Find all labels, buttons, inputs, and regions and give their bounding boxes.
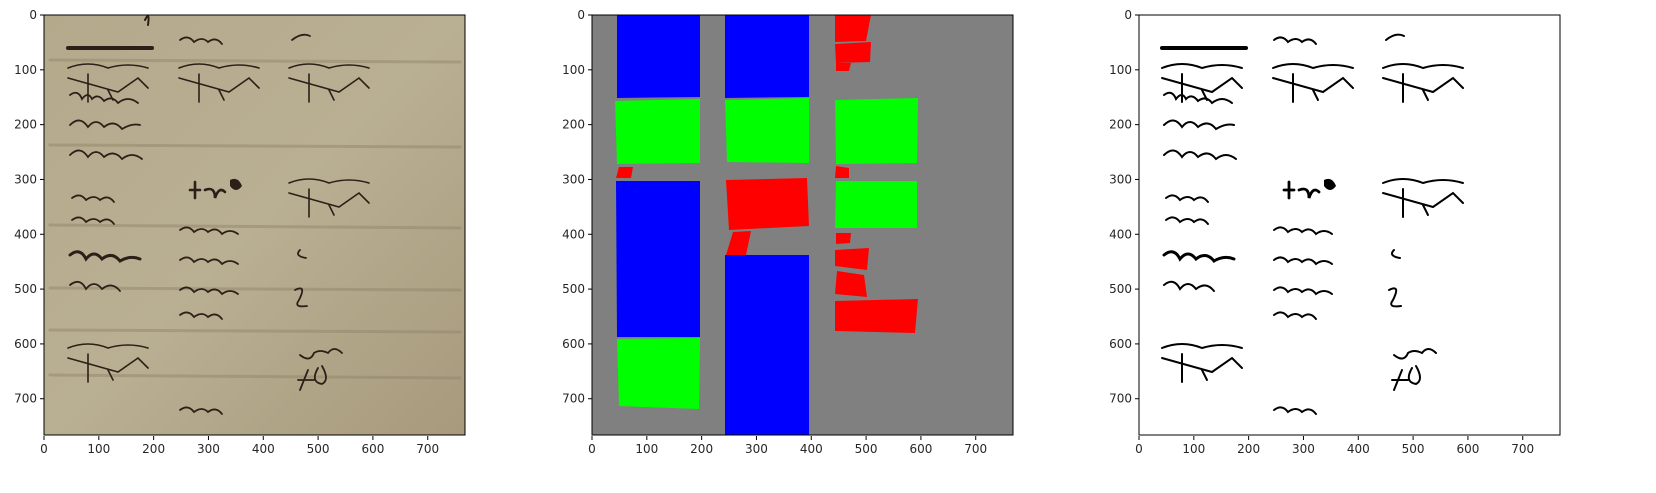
y-tick-label: 200 [1109, 118, 1132, 132]
x-tick-label: 100 [87, 442, 110, 456]
y-tick-label: 100 [1109, 63, 1132, 77]
y-tick-label: 100 [14, 63, 37, 77]
x-tick-label: 0 [1135, 442, 1143, 456]
binary-ink [1160, 33, 1464, 415]
region-red [726, 178, 809, 230]
x-tick-label: 700 [416, 442, 439, 456]
region-red [835, 166, 849, 178]
region-red [835, 15, 871, 42]
region-red [616, 167, 633, 178]
x-tick-label: 700 [1511, 442, 1534, 456]
manuscript-ink [48, 15, 462, 415]
y-tick-label: 500 [562, 282, 585, 296]
y-tick-label: 500 [1109, 282, 1132, 296]
y-tick-label: 400 [14, 227, 37, 241]
x-tick-label: 300 [745, 442, 768, 456]
y-tick-label: 0 [29, 8, 37, 22]
axes-frame [1138, 14, 1561, 436]
region-blue [725, 255, 809, 435]
y-tick-label: 200 [562, 118, 585, 132]
region-red [726, 231, 751, 255]
y-tick-label: 700 [562, 392, 585, 406]
panel-segmentation [591, 14, 1014, 436]
y-tick-label: 100 [562, 63, 585, 77]
y-tick-label: 400 [1109, 227, 1132, 241]
region-green [835, 98, 918, 164]
x-tick-label: 600 [909, 442, 932, 456]
region-blue [617, 15, 700, 98]
x-tick-label: 400 [252, 442, 275, 456]
x-tick-label: 500 [1402, 442, 1425, 456]
region-green [725, 98, 809, 163]
y-tick-label: 500 [14, 282, 37, 296]
x-tick-label: 600 [1456, 442, 1479, 456]
region-red [835, 248, 869, 270]
y-tick-label: 200 [14, 118, 37, 132]
x-tick-label: 100 [635, 442, 658, 456]
region-blue [616, 181, 700, 337]
x-tick-label: 600 [361, 442, 384, 456]
region-red [836, 233, 851, 244]
y-tick-label: 600 [1109, 337, 1132, 351]
y-tick-label: 0 [577, 8, 585, 22]
x-tick-label: 700 [964, 442, 987, 456]
panel-binarized [1138, 14, 1561, 436]
axes-frame [591, 14, 1014, 436]
y-tick-label: 600 [562, 337, 585, 351]
axes-frame [43, 14, 466, 436]
panel-original [43, 14, 466, 436]
region-red [835, 299, 918, 333]
region-green [615, 99, 700, 164]
region-red [835, 271, 867, 297]
y-tick-label: 400 [562, 227, 585, 241]
axis-ticks: 0 100 200 300 400 500 600 700 0 100 200 300 400 500 60… [14, 8, 1534, 456]
mask-regions [615, 15, 918, 435]
y-tick-label: 600 [14, 337, 37, 351]
x-tick-label: 400 [800, 442, 823, 456]
x-tick-label: 400 [1347, 442, 1370, 456]
y-tick-label: 300 [1109, 172, 1132, 186]
region-red [836, 63, 851, 71]
x-tick-label: 100 [1182, 442, 1205, 456]
y-tick-label: 700 [1109, 392, 1132, 406]
y-tick-label: 300 [562, 172, 585, 186]
x-tick-label: 0 [588, 442, 596, 456]
y-tick-label: 0 [1124, 8, 1132, 22]
x-tick-label: 200 [690, 442, 713, 456]
x-tick-label: 500 [307, 442, 330, 456]
x-tick-label: 200 [1237, 442, 1260, 456]
x-tick-label: 0 [40, 442, 48, 456]
region-green [617, 338, 700, 409]
y-tick-label: 300 [14, 172, 37, 186]
manuscript-image [44, 15, 465, 435]
y-tick-label: 700 [14, 392, 37, 406]
region-blue [725, 15, 809, 98]
x-tick-label: 200 [142, 442, 165, 456]
x-tick-label: 300 [1292, 442, 1315, 456]
x-tick-label: 500 [855, 442, 878, 456]
region-green [835, 181, 917, 228]
x-tick-label: 300 [197, 442, 220, 456]
region-red [835, 42, 871, 63]
